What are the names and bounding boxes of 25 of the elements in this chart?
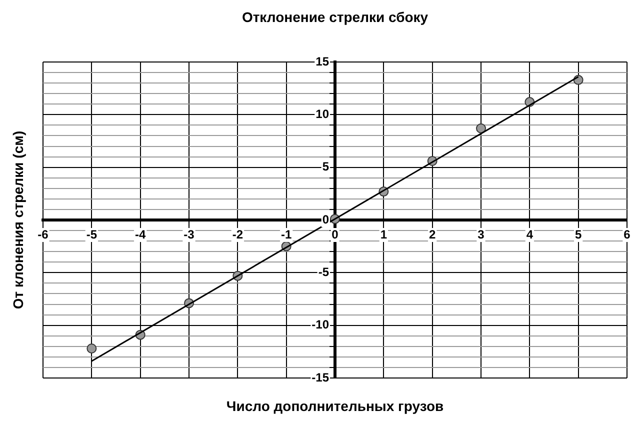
x-tick-label: 3 xyxy=(478,227,485,242)
x-axis-title: Число дополнительных грузов xyxy=(226,398,444,414)
y-tick-label: 10 xyxy=(316,106,330,121)
y-tick-label: 5 xyxy=(322,160,330,174)
y-tick-label: -5 xyxy=(318,264,330,279)
x-tick-label: -4 xyxy=(134,227,146,242)
x-tick-label: 6 xyxy=(624,227,631,242)
x-tick-label: -2 xyxy=(232,227,244,242)
y-tick-label: -15 xyxy=(312,370,330,384)
x-tick-label: 4 xyxy=(526,227,534,242)
point xyxy=(86,344,97,354)
y-tick-label: -10 xyxy=(312,318,330,332)
point xyxy=(476,123,486,134)
chart-title: Отклонение стрелки сбоку xyxy=(242,8,428,25)
y-tick-label: 15 xyxy=(316,54,330,68)
x-tick-label: -5 xyxy=(86,227,98,242)
x-tick-label: -6 xyxy=(38,227,49,242)
x-tick-label: -3 xyxy=(184,227,195,242)
x-tick-label: 0 xyxy=(332,227,339,242)
x-tick-label: 1 xyxy=(380,227,388,242)
x-tick-label: -1 xyxy=(280,227,292,242)
y-tick-label: 0 xyxy=(322,212,330,226)
y-axis-title: От клонения стрелки (см) xyxy=(10,130,26,310)
x-tick-label: 2 xyxy=(428,227,436,242)
x-tick-label: 5 xyxy=(574,227,582,242)
